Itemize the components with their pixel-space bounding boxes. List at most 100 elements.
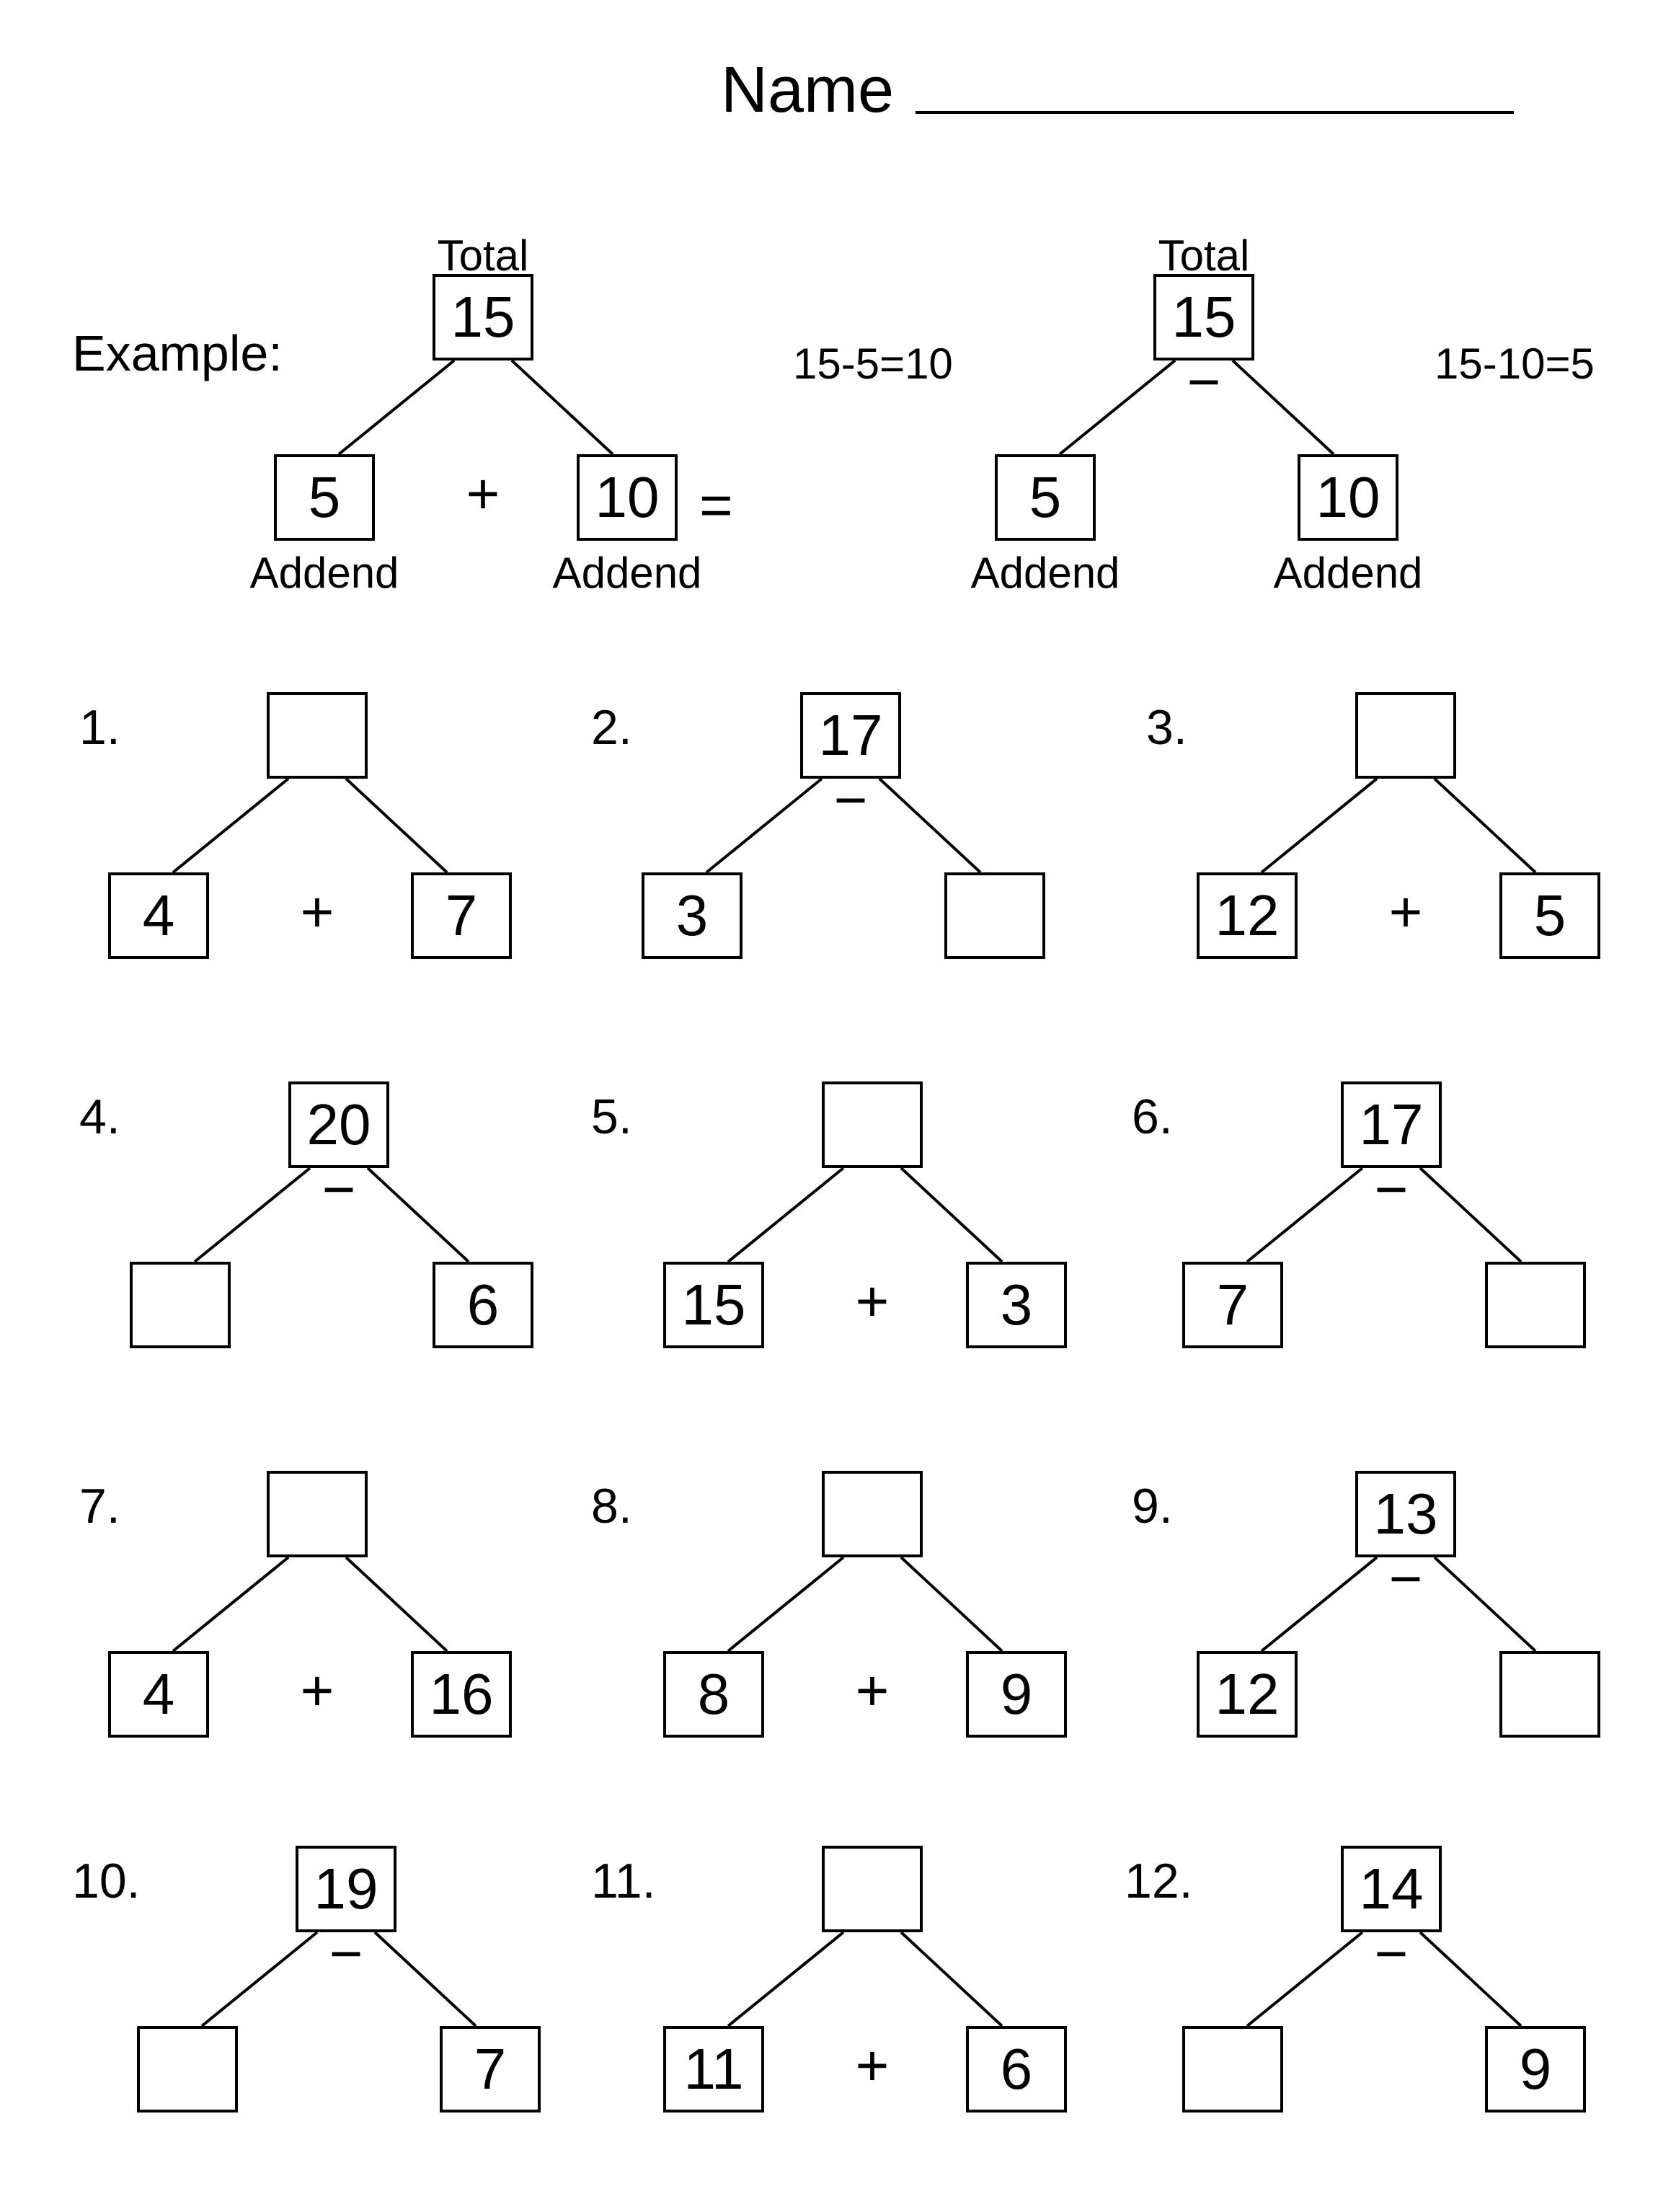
example-calc-right: 15-10=5 [1435,339,1595,389]
operator: + [1355,880,1456,944]
label-total: Total [404,231,562,280]
problem-number: 10. [72,1853,141,1909]
problem-number: 6. [1132,1089,1173,1145]
answer-box[interactable] [1499,1651,1600,1738]
example2-total-box: 15 [1153,274,1254,360]
value: 6 [467,1272,500,1338]
answer-box[interactable] [822,1471,923,1557]
addend-box: 15 [663,1262,764,1348]
operator: − [1341,1932,1442,1976]
label-addend-right: Addend [548,548,706,598]
answer-box[interactable] [137,2026,238,2113]
value: 9 [1001,1661,1033,1727]
addend-box: 7 [411,872,512,959]
addend-box: 4 [108,872,209,959]
name-row: Name [721,58,1514,123]
problem-12: 14 9 − [1182,1846,1586,2134]
operator: + [822,1269,923,1334]
problem-10: 19 7 − [137,1846,541,2134]
operator: − [1355,1557,1456,1601]
example-bond-subtraction: Total 15 5 10 − Addend Addend [995,274,1398,562]
answer-box[interactable] [822,1846,923,1932]
value: 4 [143,882,175,949]
addend-box: 6 [433,1262,533,1348]
answer-box[interactable] [1182,2026,1283,2113]
example2-addend-right-value: 10 [1316,464,1380,531]
problem-4: 20 6 − [130,1081,533,1370]
addend-box: 12 [1197,872,1298,959]
value: 7 [445,882,478,949]
example-label: Example: [72,324,283,382]
answer-box[interactable] [267,692,368,779]
label-addend-left-2: Addend [966,548,1125,598]
problem-5: 15 3 + [663,1081,1067,1370]
addend-box: 11 [663,2026,764,2113]
value: 9 [1520,2036,1552,2102]
value: 8 [698,1661,730,1727]
addend-box: 16 [411,1651,512,1738]
answer-box[interactable] [1485,1262,1586,1348]
equals-operator: = [699,472,733,539]
value: 19 [314,1856,378,1922]
addend-box: 3 [966,1262,1067,1348]
label-total-2: Total [1125,231,1283,280]
operator: − [800,779,901,822]
addend-box: 6 [966,2026,1067,2113]
operator: − [1341,1168,1442,1211]
problem-number: 9. [1132,1478,1173,1534]
example-bond-addition: Total 15 5 10 + = Addend Addend [274,274,678,562]
problem-1: 4 7 + [108,692,512,981]
addend-box: 5 [1499,872,1600,959]
addend-box: 12 [1197,1651,1298,1738]
plus-operator: + [433,461,533,526]
operator: + [267,880,368,944]
value: 3 [1001,1272,1033,1338]
operator: − [296,1932,396,1976]
example-calc-left: 15-5=10 [793,339,953,389]
value: 7 [474,2036,507,2102]
problem-2: 17 3 − [642,692,1045,981]
label-addend-left: Addend [245,548,404,598]
problem-7: 4 16 + [108,1471,512,1759]
operator: + [822,1658,923,1723]
addend-box: 8 [663,1651,764,1738]
example2-addend-left-value: 5 [1029,464,1062,531]
value: 12 [1215,882,1280,949]
addend-box: 7 [1182,1262,1283,1348]
answer-box[interactable] [130,1262,231,1348]
operator: + [267,1658,368,1723]
answer-box[interactable] [944,872,1045,959]
example-total-box: 15 [433,274,533,360]
example-addend-right-value: 10 [595,464,660,531]
minus-operator: − [1153,360,1254,404]
value: 15 [682,1272,746,1338]
worksheet-page: Name Example: Total 15 5 10 + = Addend A… [0,0,1658,2212]
total-box: 17 [800,692,901,779]
example-addend-left-value: 5 [309,464,341,531]
name-blank-line[interactable] [916,111,1514,114]
addend-box: 3 [642,872,742,959]
answer-box[interactable] [267,1471,368,1557]
problem-8: 8 9 + [663,1471,1067,1759]
label-addend-right-2: Addend [1269,548,1427,598]
problem-number: 3. [1146,699,1187,756]
value: 14 [1360,1856,1424,1922]
value: 12 [1215,1661,1280,1727]
problem-number: 8. [591,1478,632,1534]
problem-number: 5. [591,1089,632,1145]
answer-box[interactable] [1355,692,1456,779]
example2-total-value: 15 [1172,284,1236,350]
value: 16 [430,1661,494,1727]
value: 7 [1217,1272,1249,1338]
operator: − [288,1168,389,1211]
example-total-value: 15 [451,284,515,350]
total-box: 20 [288,1081,389,1168]
value: 20 [307,1092,371,1158]
addend-box: 9 [1485,2026,1586,2113]
addend-box: 7 [440,2026,541,2113]
example2-addend-right: 10 [1298,454,1398,541]
total-box: 19 [296,1846,396,1932]
answer-box[interactable] [822,1081,923,1168]
value: 17 [1360,1092,1424,1158]
example2-addend-left: 5 [995,454,1096,541]
